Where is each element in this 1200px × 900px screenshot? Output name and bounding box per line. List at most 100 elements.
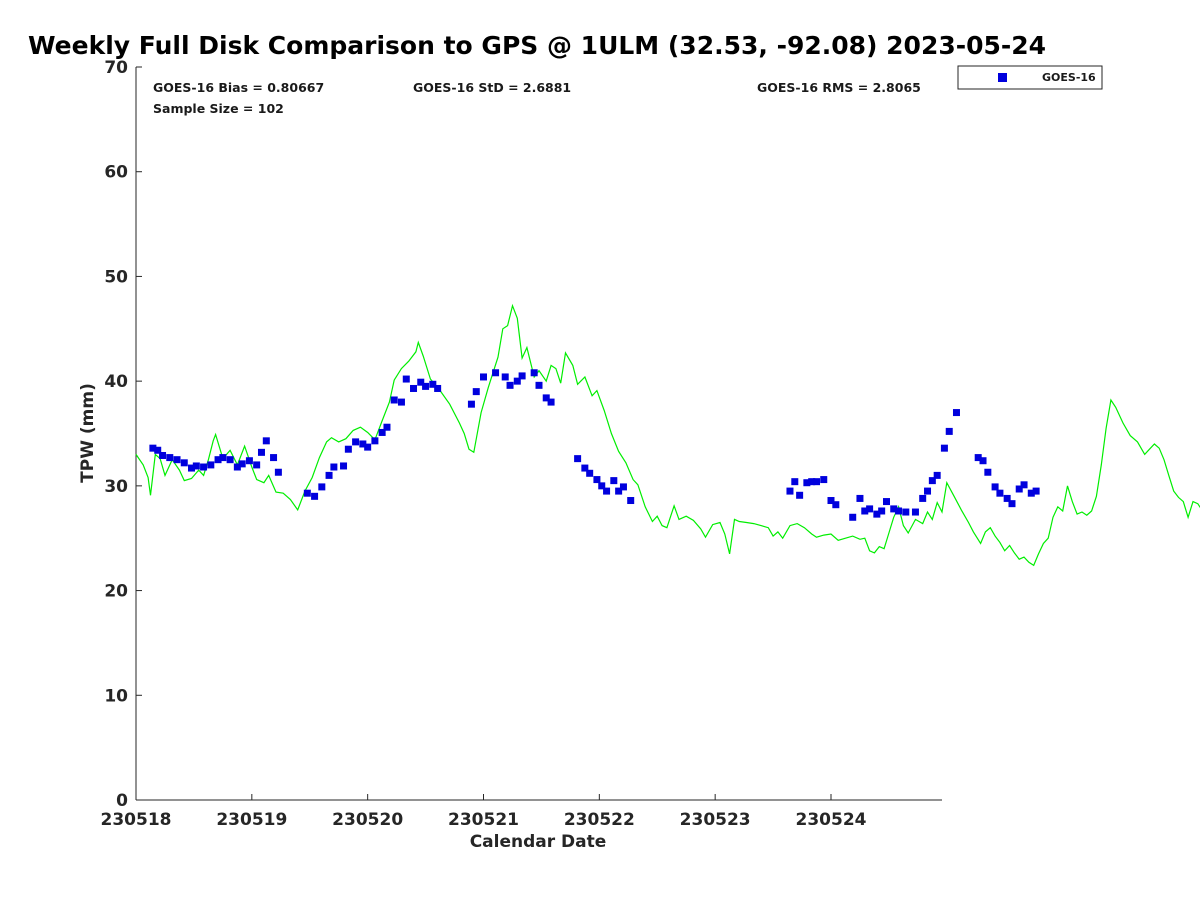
x-tick-label: 230520	[332, 810, 403, 830]
goes-16-point	[434, 384, 442, 392]
x-ticks: 230518 230519 230520 230521 230522 230523 2305…	[101, 794, 867, 830]
goes-16-point	[1015, 485, 1023, 493]
goes-16-point	[813, 478, 821, 486]
goes-16-point	[615, 487, 623, 495]
goes-16-point	[340, 462, 348, 470]
goes-16-point	[796, 491, 804, 499]
goes-16-point	[911, 508, 919, 516]
goes-16-point	[303, 489, 311, 497]
x-tick-label: 230524	[796, 810, 867, 830]
goes-16-point	[866, 505, 874, 513]
goes-16-point	[180, 459, 188, 467]
goes-16-point	[467, 400, 475, 408]
rms-stat: GOES-16 RMS = 2.8065	[757, 80, 921, 95]
goes-16-point	[619, 483, 627, 491]
goes-16-point	[359, 440, 367, 448]
goes-16-point	[820, 476, 828, 484]
bias-stat: GOES-16 Bias = 0.80667	[153, 80, 324, 95]
goes-16-point	[924, 487, 932, 495]
goes-16-point	[325, 471, 333, 479]
goes-16-point	[803, 479, 811, 487]
goes-16-point	[154, 446, 162, 454]
goes-16-point	[791, 478, 799, 486]
goes-16-point	[919, 494, 927, 502]
goes-16-point	[849, 513, 857, 521]
y-tick-label: 0	[116, 791, 128, 811]
goes-16-point	[996, 489, 1004, 497]
goes-16-point	[832, 501, 840, 509]
legend-marker	[998, 73, 1007, 82]
y-tick-label: 20	[104, 582, 128, 602]
goes-16-point	[257, 448, 265, 456]
goes-16-point	[214, 456, 222, 464]
goes-16-point	[422, 382, 430, 390]
goes-16-point	[895, 507, 903, 515]
sample-size-stat: Sample Size = 102	[153, 101, 284, 116]
goes-16-point	[226, 456, 234, 464]
goes-16-point	[274, 468, 282, 476]
goes-16-point	[1027, 489, 1035, 497]
goes-16-point	[979, 457, 987, 465]
y-axis-label: TPW (mm)	[78, 383, 98, 483]
goes-16-point	[364, 443, 372, 451]
goes-16-point	[873, 510, 881, 518]
goes-16-point	[371, 437, 379, 445]
goes-16-point	[547, 398, 555, 406]
goes-16-point	[1003, 494, 1011, 502]
goes-16-point	[610, 477, 618, 485]
goes-16-point	[928, 477, 936, 485]
x-tick-label: 230518	[101, 810, 172, 830]
goes-16-point	[378, 428, 386, 436]
chart-title: Weekly Full Disk Comparison to GPS @ 1UL…	[28, 31, 1046, 60]
goes-16-point	[882, 498, 890, 506]
goes-16-point	[627, 497, 635, 505]
goes-16-point	[390, 396, 398, 404]
goes-16-point	[786, 487, 794, 495]
goes-16-point	[952, 409, 960, 417]
gps-series	[135, 303, 1200, 567]
goes-16-point	[383, 423, 391, 431]
std-stat: GOES-16 StD = 2.6881	[413, 80, 571, 95]
goes-16-point	[542, 394, 550, 402]
goes-16-point	[173, 456, 181, 464]
goes-16-point	[902, 508, 910, 516]
goes-16-point	[861, 507, 869, 515]
goes-16-point	[581, 464, 589, 472]
goes-16-point	[940, 444, 948, 452]
goes-16-point	[166, 454, 174, 462]
goes-16-point	[219, 454, 227, 462]
y-tick-label: 40	[104, 372, 128, 392]
goes-16-point	[530, 369, 538, 377]
goes-16-point	[1008, 500, 1016, 508]
goes-16-point	[856, 494, 864, 502]
goes-16-point	[1020, 481, 1028, 489]
goes-16-point	[603, 487, 611, 495]
goes-16-point	[192, 462, 200, 470]
goes-16-point	[397, 398, 405, 406]
goes-16-point	[598, 482, 606, 490]
y-tick-label: 10	[104, 686, 128, 706]
x-tick-label: 230521	[448, 810, 519, 830]
goes-16-point	[506, 381, 514, 389]
goes-16-point	[492, 369, 500, 377]
goes-16-point	[501, 373, 509, 381]
goes-16-point	[330, 463, 338, 471]
goes-16-point	[311, 492, 319, 500]
y-tick-label: 60	[104, 163, 128, 183]
goes-16-point	[352, 438, 360, 446]
goes-16-point	[233, 463, 241, 471]
legend: GOES-16	[957, 65, 1103, 90]
goes-16-point	[933, 471, 941, 479]
goes-16-point	[586, 469, 594, 477]
x-tick-label: 230519	[216, 810, 287, 830]
y-ticks: 0 10 20 30 40 50 60 70	[104, 58, 142, 811]
goes-16-point	[262, 437, 270, 445]
goes-16-point	[945, 427, 953, 435]
goes-16-point	[270, 454, 278, 462]
goes-16-point	[984, 468, 992, 476]
goes-16-point	[149, 444, 157, 452]
goes-16-point	[200, 463, 208, 471]
goes-16-point	[417, 378, 425, 386]
goes-16-point	[827, 497, 835, 505]
goes-16-point	[410, 384, 418, 392]
